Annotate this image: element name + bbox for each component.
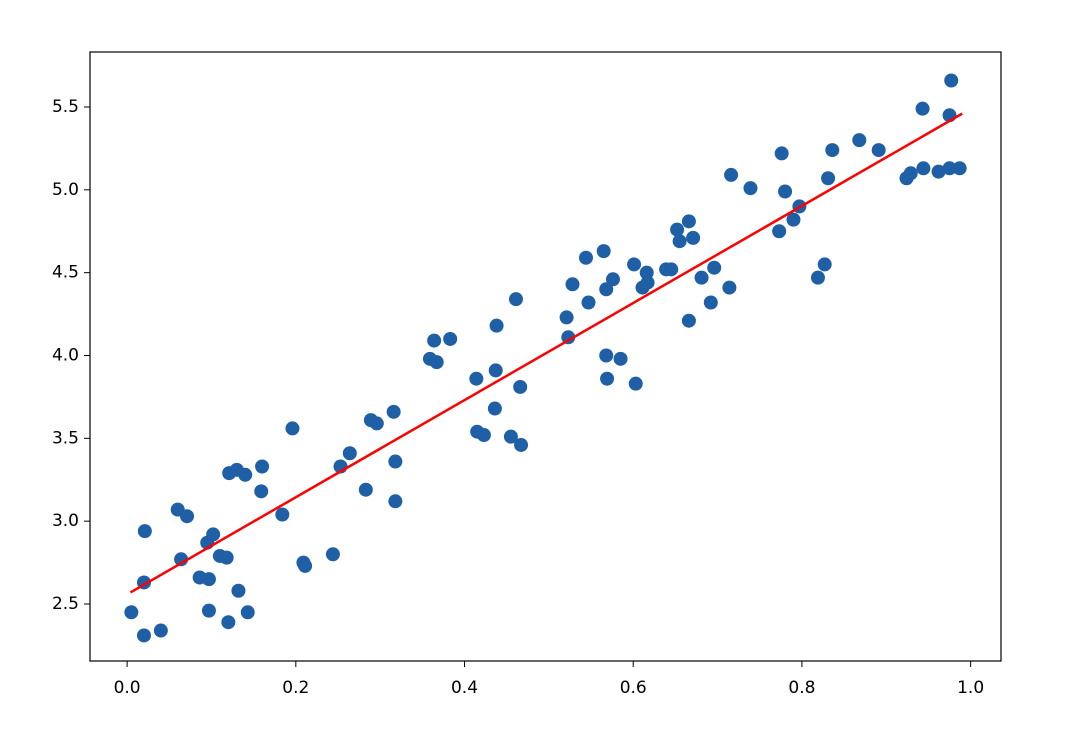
point [628, 376, 643, 391]
y-tick-label: 2.5 [52, 594, 79, 614]
point [358, 482, 373, 497]
point [681, 214, 696, 229]
point [931, 164, 946, 179]
point [136, 628, 151, 643]
point [137, 524, 152, 539]
y-tick-label: 5.5 [52, 97, 79, 117]
point [369, 416, 384, 431]
point [429, 355, 444, 370]
point [488, 363, 503, 378]
point [201, 572, 216, 587]
point [559, 310, 574, 325]
point [810, 270, 825, 285]
point [443, 331, 458, 346]
point [255, 459, 270, 474]
y-tick-label: 4.0 [52, 346, 79, 366]
point [952, 161, 967, 176]
point [206, 527, 221, 542]
point [903, 166, 918, 181]
point [508, 292, 523, 307]
point [565, 277, 580, 292]
point [778, 184, 793, 199]
point [600, 371, 615, 386]
x-tick-label: 0.2 [282, 678, 309, 698]
point [871, 143, 886, 158]
point [821, 171, 836, 186]
point [722, 280, 737, 295]
point [219, 550, 234, 565]
plot-frame [89, 51, 1002, 662]
point [627, 257, 642, 272]
point [240, 605, 255, 620]
point [153, 623, 168, 638]
point [774, 146, 789, 161]
point [599, 282, 614, 297]
point [672, 234, 687, 249]
point [664, 262, 679, 277]
point [503, 429, 518, 444]
point [285, 421, 300, 436]
point [605, 272, 620, 287]
point [514, 437, 529, 452]
point [476, 428, 491, 443]
point [786, 212, 801, 227]
point [561, 330, 576, 345]
point [388, 494, 403, 509]
point [915, 101, 930, 116]
point [724, 167, 739, 182]
point [469, 371, 484, 386]
point [703, 295, 718, 310]
x-tick-label: 0.0 [114, 678, 141, 698]
x-tick-label: 0.6 [620, 678, 647, 698]
point [427, 333, 442, 348]
point [686, 230, 701, 245]
point [275, 507, 290, 522]
point [596, 244, 611, 259]
point [825, 143, 840, 158]
point [487, 401, 502, 416]
y-tick-label: 5.0 [52, 180, 79, 200]
y-tick-label: 3.5 [52, 428, 79, 448]
point [640, 275, 655, 290]
point [254, 484, 269, 499]
point [581, 295, 596, 310]
point [174, 552, 189, 567]
point [817, 257, 832, 272]
x-tick-label: 0.8 [788, 678, 815, 698]
point [942, 161, 957, 176]
point [489, 318, 504, 333]
point [180, 509, 195, 524]
point [944, 73, 959, 88]
y-tick-label: 3.0 [52, 511, 79, 531]
point [238, 467, 253, 482]
point [599, 348, 614, 363]
y-tick-label: 4.5 [52, 263, 79, 283]
point [325, 547, 340, 562]
point [613, 351, 628, 366]
point [694, 270, 709, 285]
point [124, 605, 139, 620]
point [513, 379, 528, 394]
point [772, 224, 787, 239]
point [386, 404, 401, 419]
point [578, 250, 593, 265]
point [670, 222, 685, 237]
point [707, 260, 722, 275]
point [916, 161, 931, 176]
point [342, 446, 357, 461]
point [743, 181, 758, 196]
point [201, 603, 216, 618]
point [681, 313, 696, 328]
point [852, 133, 867, 148]
x-tick-label: 1.0 [957, 678, 984, 698]
fit-line [129, 112, 963, 594]
point [221, 615, 236, 630]
point [298, 558, 313, 573]
point [231, 583, 246, 598]
point [388, 454, 403, 469]
x-tick-label: 0.4 [451, 678, 478, 698]
